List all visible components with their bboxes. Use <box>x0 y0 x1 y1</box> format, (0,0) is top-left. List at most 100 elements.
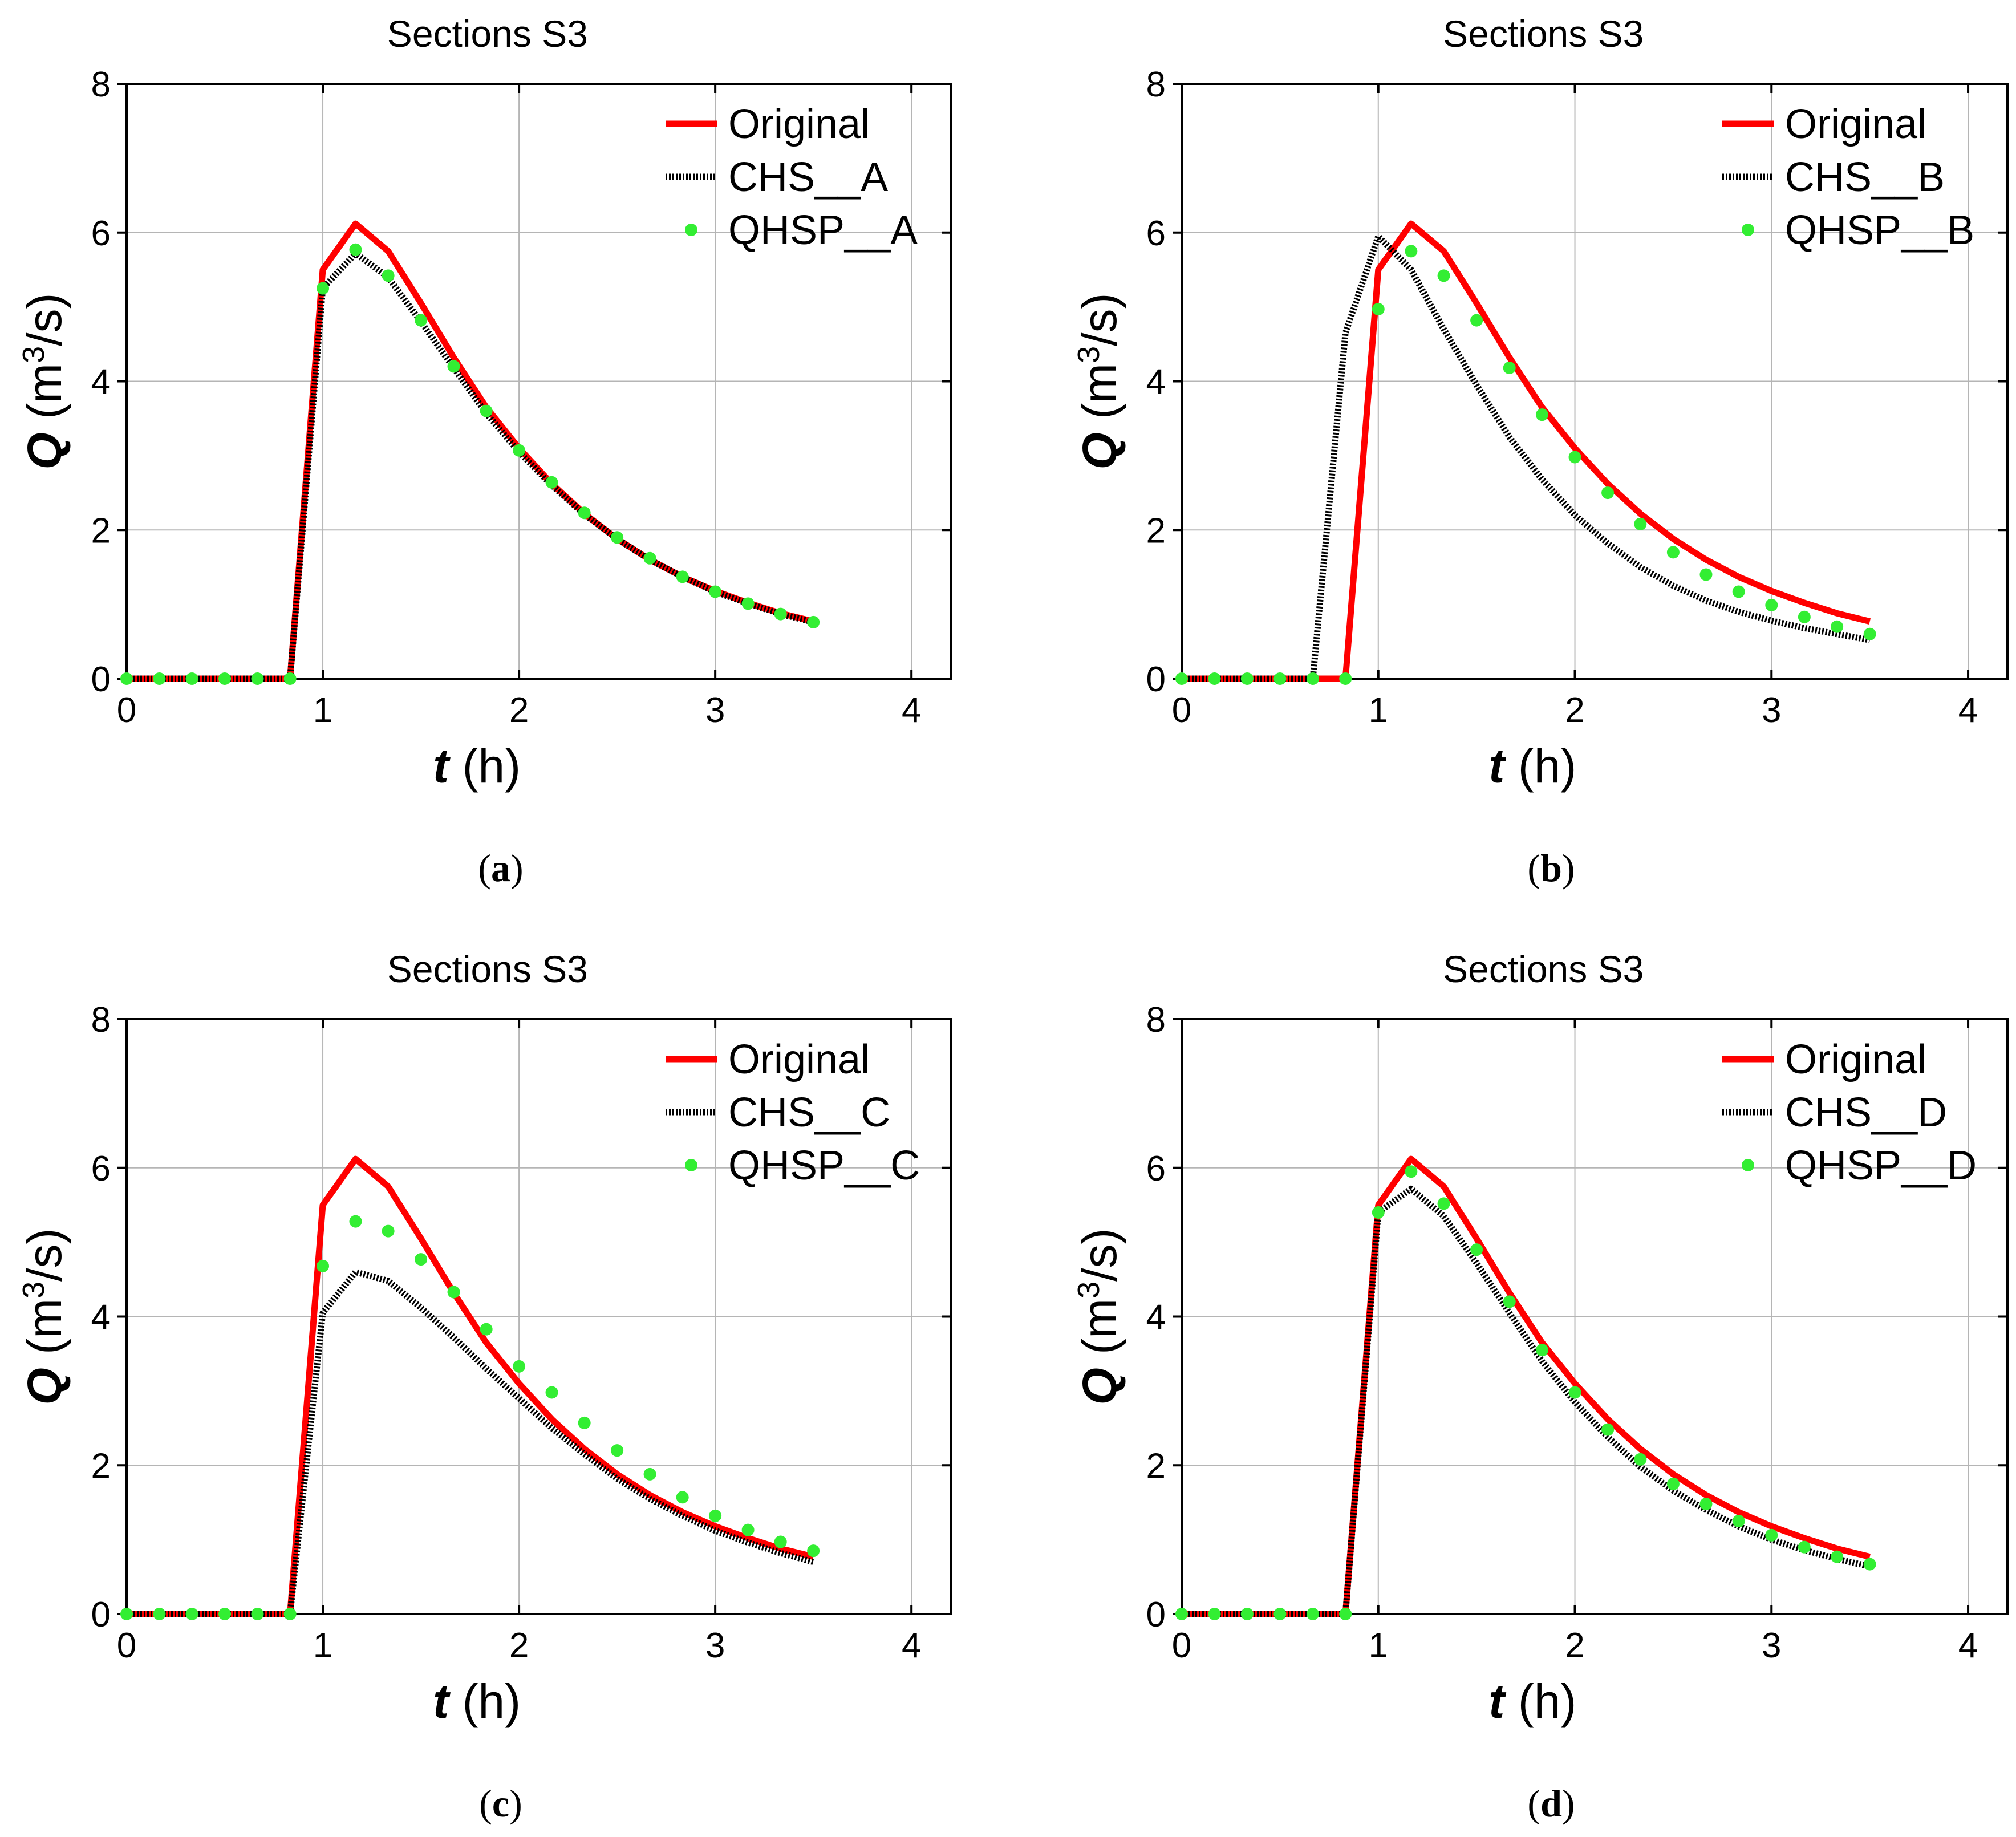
y-tick-label: 6 <box>1146 1149 1166 1189</box>
plot-frame <box>1181 1018 2009 1615</box>
data-point-qhsp-a <box>774 607 787 621</box>
legend-label: CHS__A <box>728 155 888 200</box>
legend-label: QHSP__B <box>1785 208 1974 253</box>
y-axis-label: Q (m3/s) <box>1072 293 1126 470</box>
data-point-qhsp-c <box>251 1608 264 1620</box>
legend-label: Original <box>1785 102 1926 147</box>
caption-open-paren: ( <box>479 1782 492 1825</box>
data-point-qhsp-c <box>807 1544 820 1558</box>
y-tick-label: 6 <box>1146 214 1166 253</box>
y-tick-label: 6 <box>91 1149 111 1189</box>
y-tick-label: 2 <box>91 511 111 550</box>
x-tick-label: 2 <box>1565 691 1584 730</box>
data-point-qhsp-c <box>611 1444 624 1457</box>
data-point-qhsp-c <box>120 1608 133 1620</box>
x-axis-unit: (h) <box>449 1674 521 1728</box>
data-point-qhsp-c <box>480 1323 493 1336</box>
x-axis-label: t (h) <box>1488 739 1576 793</box>
legend-label: CHS__B <box>1785 155 1945 200</box>
x-axis-unit: (h) <box>1504 739 1576 793</box>
data-point-qhsp-b <box>1732 585 1745 598</box>
x-tick-label: 3 <box>1762 691 1781 730</box>
data-point-qhsp-d <box>1666 1477 1680 1490</box>
data-point-qhsp-a <box>251 672 264 685</box>
y-axis-symbol: Q <box>18 1368 71 1405</box>
y-axis-unit-exponent: 3 <box>17 1282 51 1299</box>
x-axis-symbol: t <box>433 739 451 793</box>
data-point-qhsp-b <box>1175 672 1188 685</box>
data-point-qhsp-b <box>1699 568 1713 581</box>
y-axis-unit: (m <box>18 1299 71 1368</box>
data-point-qhsp-b <box>1601 486 1615 500</box>
x-tick-label: 0 <box>117 691 136 730</box>
y-tick-label: 2 <box>1146 511 1166 550</box>
legend-label: Original <box>1785 1037 1926 1082</box>
x-tick-label: 3 <box>705 1626 725 1665</box>
x-axis-label: t (h) <box>1488 1674 1576 1728</box>
data-point-qhsp-d <box>1535 1344 1548 1357</box>
data-point-qhsp-d <box>1240 1608 1254 1620</box>
panel-caption: (c) <box>479 1782 522 1825</box>
chart-title: Sections S3 <box>387 13 588 55</box>
data-point-qhsp-b <box>1240 672 1254 685</box>
caption-open-paren: ( <box>478 846 491 890</box>
series-line-chs-b <box>1182 233 1871 682</box>
y-axis-unit: (m <box>1073 363 1126 432</box>
y-axis-unit-suffix: /s) <box>18 293 71 346</box>
y-tick-label: 8 <box>1146 65 1166 104</box>
data-point-qhsp-d <box>1699 1498 1713 1511</box>
data-point-qhsp-c <box>676 1491 689 1504</box>
y-tick-label: 2 <box>1146 1446 1166 1486</box>
plot-frame <box>1181 83 2009 680</box>
caption-letter: c <box>492 1782 509 1825</box>
data-point-qhsp-a <box>153 672 166 685</box>
x-axis-symbol: t <box>1488 1674 1506 1728</box>
panel-caption: (b) <box>1527 846 1575 890</box>
data-point-qhsp-d <box>1306 1608 1319 1620</box>
legend-swatch-qhsp <box>685 1159 697 1171</box>
x-axis-symbol: t <box>1488 739 1506 793</box>
y-tick-label: 6 <box>91 214 111 253</box>
x-tick-label: 3 <box>705 691 725 730</box>
data-point-qhsp-c <box>317 1259 330 1272</box>
data-point-qhsp-d <box>1405 1165 1418 1178</box>
y-axis-unit-exponent: 3 <box>1072 346 1106 363</box>
chart-title: Sections S3 <box>1443 13 1644 55</box>
y-axis-unit-exponent: 3 <box>1072 1282 1106 1299</box>
legend-label: Original <box>728 1037 870 1082</box>
data-point-qhsp-b <box>1666 546 1680 559</box>
data-point-qhsp-c <box>283 1608 297 1620</box>
data-point-qhsp-a <box>382 269 395 282</box>
panel-caption: (d) <box>1527 1782 1575 1825</box>
data-point-qhsp-b <box>1863 627 1876 640</box>
legend-label: QHSP__D <box>1785 1143 1977 1189</box>
y-tick-label: 4 <box>91 1298 111 1337</box>
caption-letter: a <box>491 846 510 890</box>
data-point-qhsp-d <box>1634 1453 1647 1466</box>
x-tick-label: 4 <box>902 1626 921 1665</box>
y-tick-label: 0 <box>91 660 111 699</box>
data-point-qhsp-b <box>1470 314 1483 327</box>
data-point-qhsp-c <box>349 1215 362 1228</box>
x-tick-label: 4 <box>902 691 921 730</box>
x-tick-label: 4 <box>1958 691 1978 730</box>
y-tick-label: 4 <box>1146 363 1166 402</box>
data-point-qhsp-a <box>218 672 232 685</box>
x-tick-label: 1 <box>313 691 332 730</box>
x-tick-label: 1 <box>1369 1626 1388 1665</box>
data-point-qhsp-d <box>1372 1206 1385 1219</box>
y-axis-label: Q (m3/s) <box>17 1228 71 1405</box>
data-point-qhsp-d <box>1831 1550 1844 1563</box>
data-point-qhsp-d <box>1765 1528 1778 1542</box>
x-tick-label: 1 <box>313 1626 332 1665</box>
data-point-qhsp-c <box>218 1608 232 1620</box>
data-point-qhsp-b <box>1831 620 1844 633</box>
data-point-qhsp-c <box>578 1416 591 1429</box>
x-tick-label: 4 <box>1958 1626 1978 1665</box>
data-point-qhsp-b <box>1503 362 1516 375</box>
caption-close-paren: ) <box>510 846 524 890</box>
legend-label: CHS__C <box>728 1090 890 1136</box>
data-point-qhsp-a <box>283 672 297 685</box>
